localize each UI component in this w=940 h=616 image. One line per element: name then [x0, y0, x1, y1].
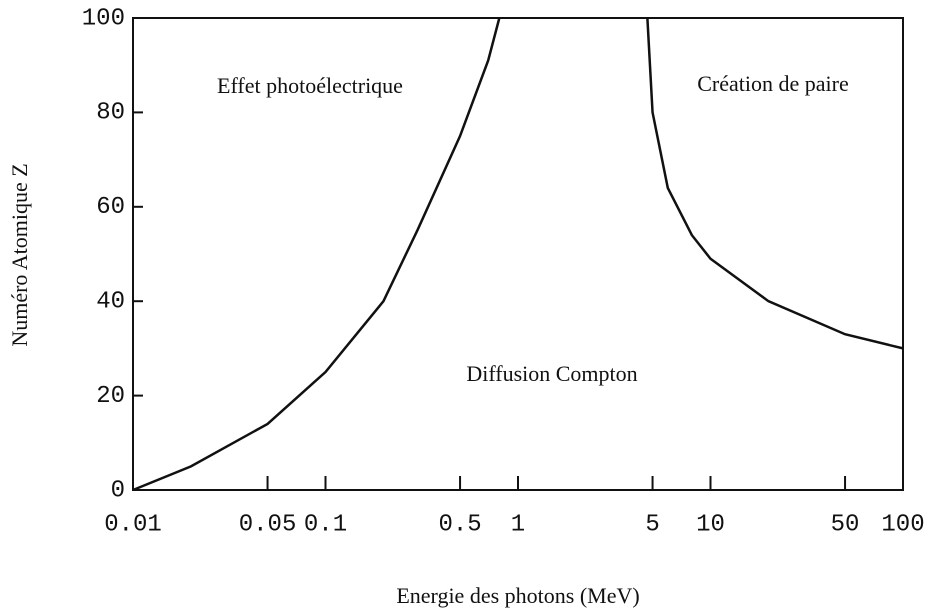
y-tick-label: 60 [96, 194, 125, 221]
x-tick-label: 0.1 [304, 511, 347, 538]
y-tick-label: 80 [96, 100, 125, 127]
y-axis-label: Numéro Atomique Z [7, 163, 32, 346]
y-tick-label: 20 [96, 383, 125, 410]
x-tick-label: 50 [831, 511, 860, 538]
x-tick-label: 100 [881, 511, 924, 538]
boundary-curve [646, 17, 904, 350]
x-tick-label: 0.05 [239, 511, 297, 538]
x-axis-label: Energie des photons (MeV) [396, 583, 639, 608]
x-tick-label: 1 [511, 511, 525, 538]
x-tick-label: 10 [696, 511, 725, 538]
x-tick-label: 0.5 [438, 511, 481, 538]
x-tick-label: 5 [645, 511, 659, 538]
y-tick-label: 100 [82, 5, 125, 32]
y-tick-label: 40 [96, 289, 125, 316]
region-label: Création de paire [697, 71, 849, 96]
region-label: Diffusion Compton [466, 361, 637, 386]
boundary-curve [132, 17, 501, 492]
x-tick-label: 0.01 [104, 511, 162, 538]
y-tick-label: 0 [111, 477, 125, 504]
region-label: Effet photoélectrique [217, 73, 403, 98]
